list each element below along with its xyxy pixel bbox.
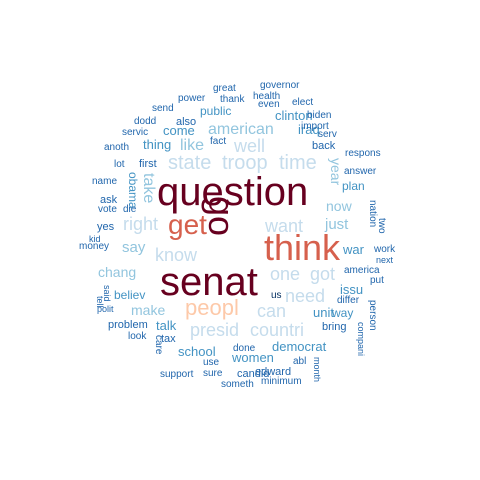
word: yes <box>97 221 115 233</box>
word: ask <box>100 194 118 206</box>
word: back <box>312 140 336 152</box>
word: just <box>325 216 349 233</box>
word: chang <box>98 264 137 280</box>
word: name <box>92 176 118 187</box>
word: month <box>312 357 322 383</box>
word: countri <box>250 320 305 340</box>
word: power <box>178 93 206 104</box>
word: issu <box>340 282 364 297</box>
word: public <box>200 104 232 118</box>
word: right <box>123 214 159 234</box>
word: also <box>176 116 197 128</box>
word: great <box>213 83 236 94</box>
word: next <box>376 255 394 265</box>
word: health <box>253 91 281 102</box>
word: question <box>157 170 309 214</box>
word: school <box>178 344 216 359</box>
word: lot <box>114 159 125 170</box>
word: answer <box>344 166 377 177</box>
word: differ <box>337 295 360 306</box>
word: support <box>160 369 194 380</box>
word: america <box>344 265 380 276</box>
word: american <box>208 121 274 138</box>
word: women <box>232 350 274 365</box>
word: kid <box>89 234 101 244</box>
word: fact <box>210 136 227 147</box>
word: work <box>374 244 396 255</box>
word: import <box>301 121 329 132</box>
word: vote <box>98 204 117 215</box>
word: done <box>233 343 256 354</box>
word: can <box>257 301 287 321</box>
word: way <box>332 306 354 320</box>
word: send <box>152 103 174 114</box>
word: governor <box>260 80 300 91</box>
word: clinton <box>275 108 313 123</box>
word: look <box>128 331 147 342</box>
word: die <box>123 204 137 215</box>
word: dodd <box>134 116 157 127</box>
word: respons <box>345 148 381 159</box>
word: biden <box>307 110 332 121</box>
word: get <box>168 209 207 240</box>
word: serv <box>318 129 337 140</box>
word: thank <box>220 94 245 105</box>
word: senat <box>160 260 258 304</box>
word: troop <box>222 152 268 174</box>
word: believ <box>114 288 146 302</box>
word: tax <box>161 333 176 345</box>
word: abl <box>293 356 307 367</box>
word: war <box>343 242 364 257</box>
word: got <box>310 264 336 284</box>
word: thing <box>143 137 172 152</box>
word: two <box>376 218 387 234</box>
word: money <box>79 241 110 252</box>
word: put <box>370 275 384 286</box>
word: make <box>131 302 166 318</box>
word: candid <box>237 368 270 380</box>
word: plan <box>342 179 365 193</box>
word: problem <box>108 319 148 331</box>
word: year <box>328 158 344 186</box>
word: even <box>258 99 280 110</box>
word: us <box>271 290 282 301</box>
word: first <box>139 158 157 170</box>
word: go <box>201 196 242 237</box>
word: time <box>279 152 317 174</box>
word: edward <box>255 366 292 378</box>
word: someth <box>221 379 254 390</box>
word: come <box>163 123 195 138</box>
word: one <box>270 264 301 284</box>
word: sure <box>203 368 223 379</box>
word: think <box>264 227 341 268</box>
word: minimum <box>261 376 302 387</box>
word: well <box>234 136 266 156</box>
word: use <box>203 357 220 368</box>
word: elect <box>292 97 314 108</box>
word: want <box>265 216 304 236</box>
word: unit <box>313 305 334 320</box>
word: talk <box>156 318 177 333</box>
word: know <box>155 245 198 265</box>
word: peopl <box>185 295 239 320</box>
word: take <box>140 173 157 204</box>
word: now <box>326 198 352 214</box>
word: polit <box>97 304 114 314</box>
word: bring <box>322 321 347 333</box>
word: compani <box>356 322 366 357</box>
word: servic <box>122 127 149 138</box>
word: anoth <box>104 142 130 153</box>
word: state <box>168 152 212 174</box>
word: need <box>285 286 326 306</box>
word: like <box>180 137 205 154</box>
word: person <box>367 300 378 331</box>
word: presid <box>190 320 240 340</box>
word: iraq <box>298 122 320 137</box>
word: say <box>122 239 146 256</box>
word: democrat <box>272 339 327 354</box>
